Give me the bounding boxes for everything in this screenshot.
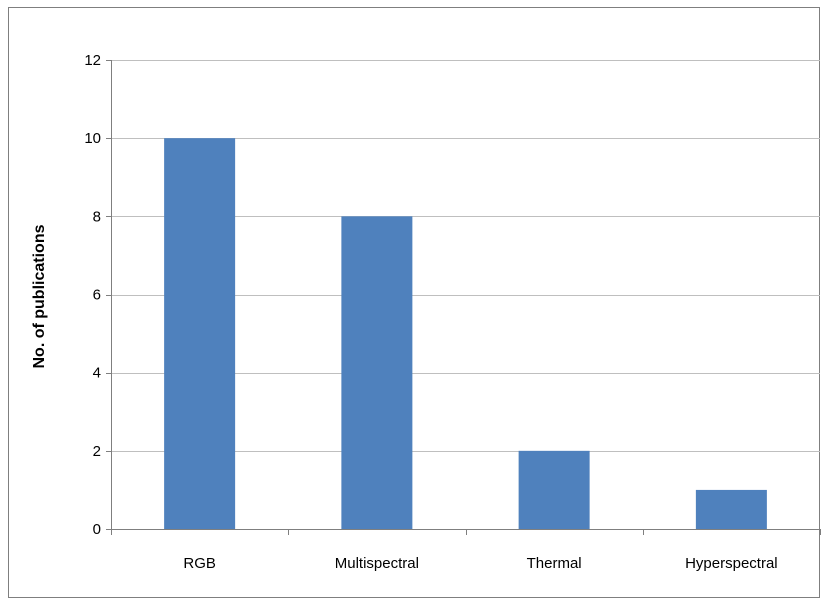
- y-tick-label-6: 6: [93, 287, 101, 304]
- y-tick-label-12: 12: [84, 52, 101, 69]
- bar-multispectral: [341, 216, 413, 530]
- bar-thermal: [518, 450, 590, 529]
- x-tick-labels: RGB Multispectral Thermal Hyperspectral: [183, 555, 777, 572]
- x-tick-label-multispectral: Multispectral: [335, 555, 419, 572]
- y-tick-label-8: 8: [93, 208, 101, 225]
- y-tick-label-0: 0: [93, 521, 101, 538]
- y-tick-labels: 0 2 4 6 8 10 12: [84, 52, 101, 538]
- y-tick-label-2: 2: [93, 443, 101, 460]
- x-tick-label-thermal: Thermal: [527, 555, 582, 572]
- bar-hyperspectral: [695, 489, 767, 529]
- y-tick-label-10: 10: [84, 130, 101, 147]
- x-tick-label-hyperspectral: Hyperspectral: [685, 555, 778, 572]
- chart-frame: [8, 7, 820, 598]
- axes: [106, 60, 821, 535]
- y-axis-title: No. of publications: [31, 224, 48, 368]
- bar-rgb: [164, 138, 236, 529]
- y-tick-label-4: 4: [93, 365, 101, 382]
- bars: [164, 138, 767, 530]
- x-tick-label-rgb: RGB: [183, 555, 216, 572]
